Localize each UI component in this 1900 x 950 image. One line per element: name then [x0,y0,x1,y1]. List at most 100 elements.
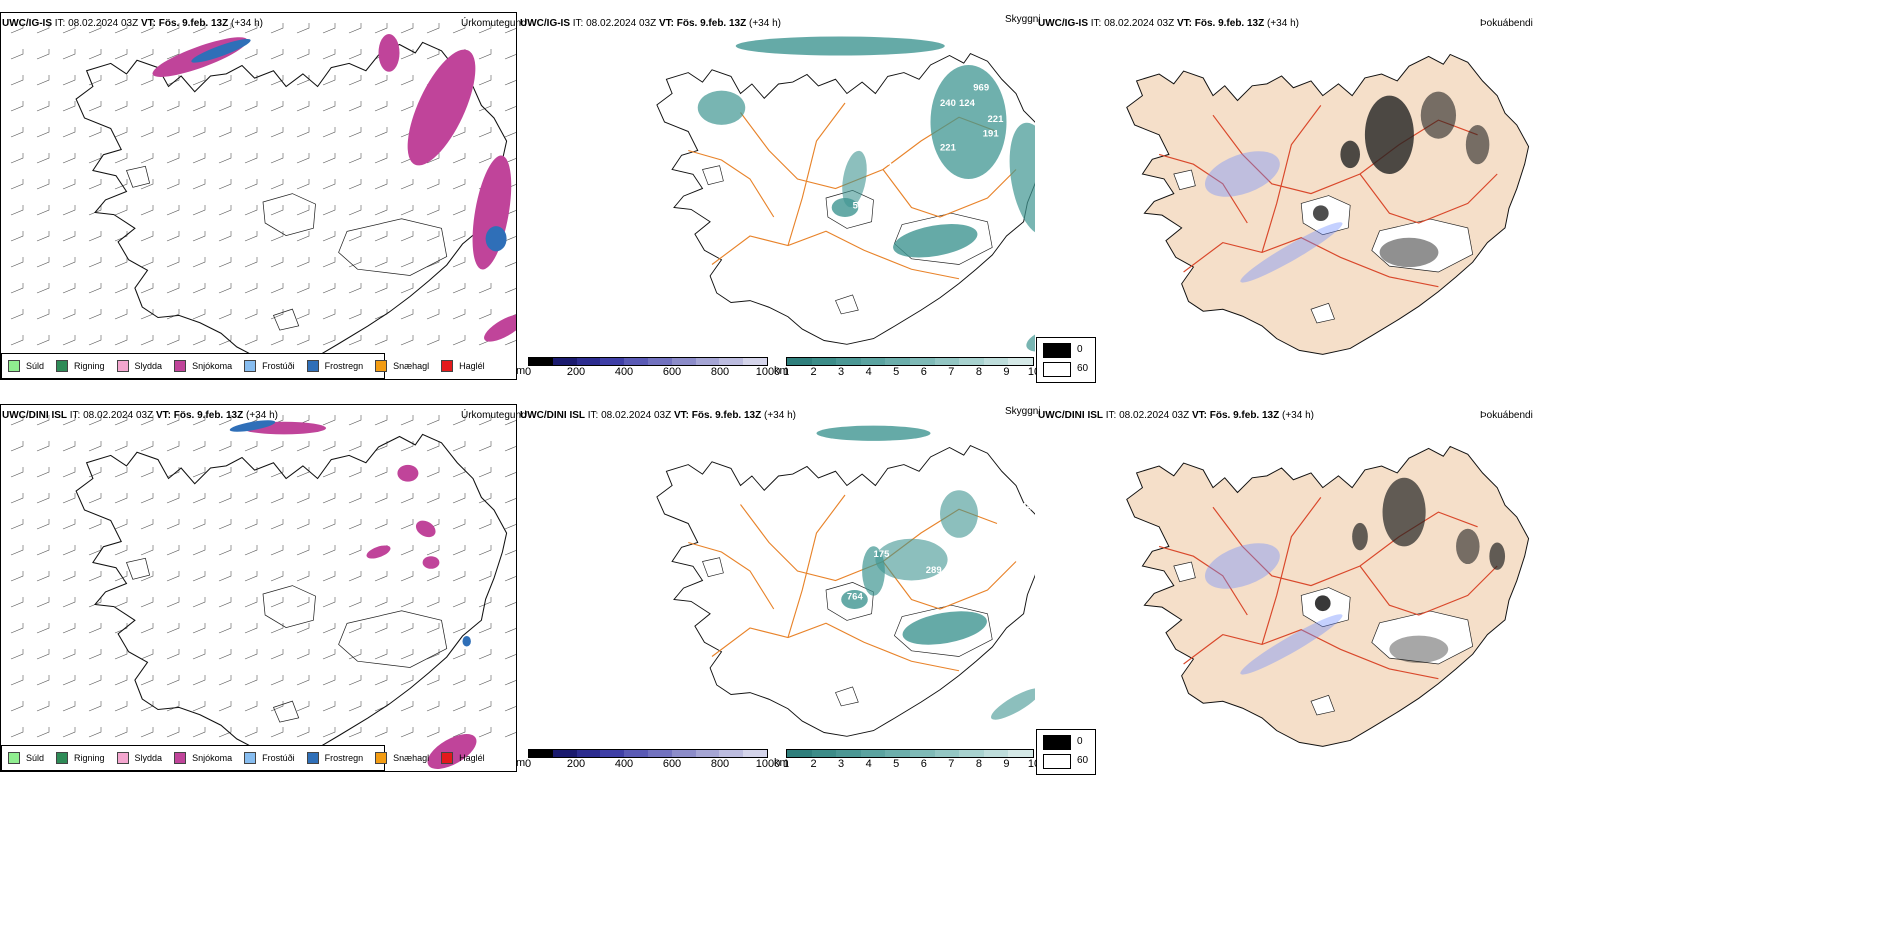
colorbar-segment [860,750,886,757]
panel-type-label-precip-row2: Úrkomutegund [461,410,527,421]
wind-barb [374,467,388,478]
wind-barb [244,179,258,190]
wind-barb [192,23,206,34]
wind-barb [348,49,362,60]
wind-barb [140,49,154,60]
wind-barb [62,49,76,60]
wind-barb [88,467,102,478]
wind-barb [270,49,284,60]
fog-indicator-area [1352,522,1368,551]
wind-barb [88,701,102,712]
precip-legend-item: Slydda [116,752,163,764]
wind-barb [374,257,388,268]
cloud-ceiling-value: 520 [983,506,999,517]
colorbar-segment [576,750,601,757]
visibility-colorbar-row2: 1 2 3 4 5 6 7 8 9 10 km [774,749,1040,770]
colorbar-segment [811,750,837,757]
wind-barb [348,205,362,216]
wind-barb [478,283,492,294]
wind-barb [296,153,310,164]
wind-barb [166,153,180,164]
legend-swatch [56,360,69,372]
colorbar-unit: m [516,757,526,769]
wind-barb [504,550,516,556]
fog-indicator-area [1456,528,1480,565]
colorbar-segment [934,358,960,365]
wind-barb [400,231,414,242]
wind-barb [140,519,154,530]
wind-barb [36,101,50,112]
fog-legend-row1: 0 60 [1036,337,1096,383]
wind-barb [426,257,440,268]
wind-barb [374,205,388,216]
wind-barb [322,127,336,138]
wind-barb [140,649,154,660]
model-title-row1: UWC/IG-IS IT: 08.02.2024 03Z VT: Fös. 9.… [2,18,263,29]
low-visibility-area [1026,329,1035,352]
wind-barb [62,205,76,216]
wind-barb [36,519,50,530]
wind-barb [140,179,154,190]
wind-barb [114,415,128,426]
wind-barb [218,309,232,320]
wind-barb [166,101,180,112]
precip-legend-item: Snæhagl [375,752,429,764]
wind-barb [166,493,180,504]
wind-barb [270,257,284,268]
wind-barb [10,127,24,138]
wind-barb [504,576,516,582]
colorbar-tick-label: 8 [975,758,982,770]
colorbar-tick-label: 200 [566,366,586,378]
wind-barb [478,153,492,164]
wind-barb [374,675,388,686]
wind-barb [140,153,154,164]
wind-barb [322,467,336,478]
fog-legend-swatch-low [1043,343,1071,358]
precip-map-row2 [10,415,516,769]
wind-barb [478,75,492,86]
wind-barb [296,309,310,320]
wind-barb [452,675,466,686]
road-line [1261,497,1322,645]
road-line [1158,545,1248,616]
cloud-ceiling-value: 344 [1016,501,1033,512]
wind-barb [114,649,128,660]
wind-barb [348,727,362,738]
legend-label: Rigning [74,361,105,371]
wind-barb [244,701,258,712]
wind-barb [296,179,310,190]
wind-barb [322,597,336,608]
wind-barb [426,493,440,504]
wind-barb [140,231,154,242]
wind-barb [374,493,388,504]
coastline [656,445,1035,737]
wind-barb [114,675,128,686]
wind-barb [244,231,258,242]
precip-legend-item: Slydda [116,360,162,372]
cloud-panel-row2: 175 764 289 520 344 [518,404,1035,772]
legend-label: Slydda [134,753,163,763]
cloud-ceiling-value: 221 [988,114,1005,125]
glacier-outline [835,294,859,315]
colorbar-tick-label: 7 [948,758,955,770]
snow-area [378,34,400,72]
wind-barb [504,420,516,426]
wind-barb [348,179,362,190]
wind-barb [192,727,206,738]
wind-barb [348,597,362,608]
wind-barb [322,231,336,242]
wind-barb [244,335,258,346]
wind-barb [88,675,102,686]
wind-barb [10,335,24,346]
colorbar-segment [671,358,696,365]
wind-barb [452,23,466,34]
wind-barb [10,49,24,60]
wind-barb [296,519,310,530]
wind-barb [426,649,440,660]
colorbar-tick-label: 800 [710,758,730,770]
legend-swatch [56,752,69,764]
colorbar-segment [552,358,577,365]
wind-barb [322,649,336,660]
legend-swatch [441,360,454,372]
wind-barb [166,441,180,452]
